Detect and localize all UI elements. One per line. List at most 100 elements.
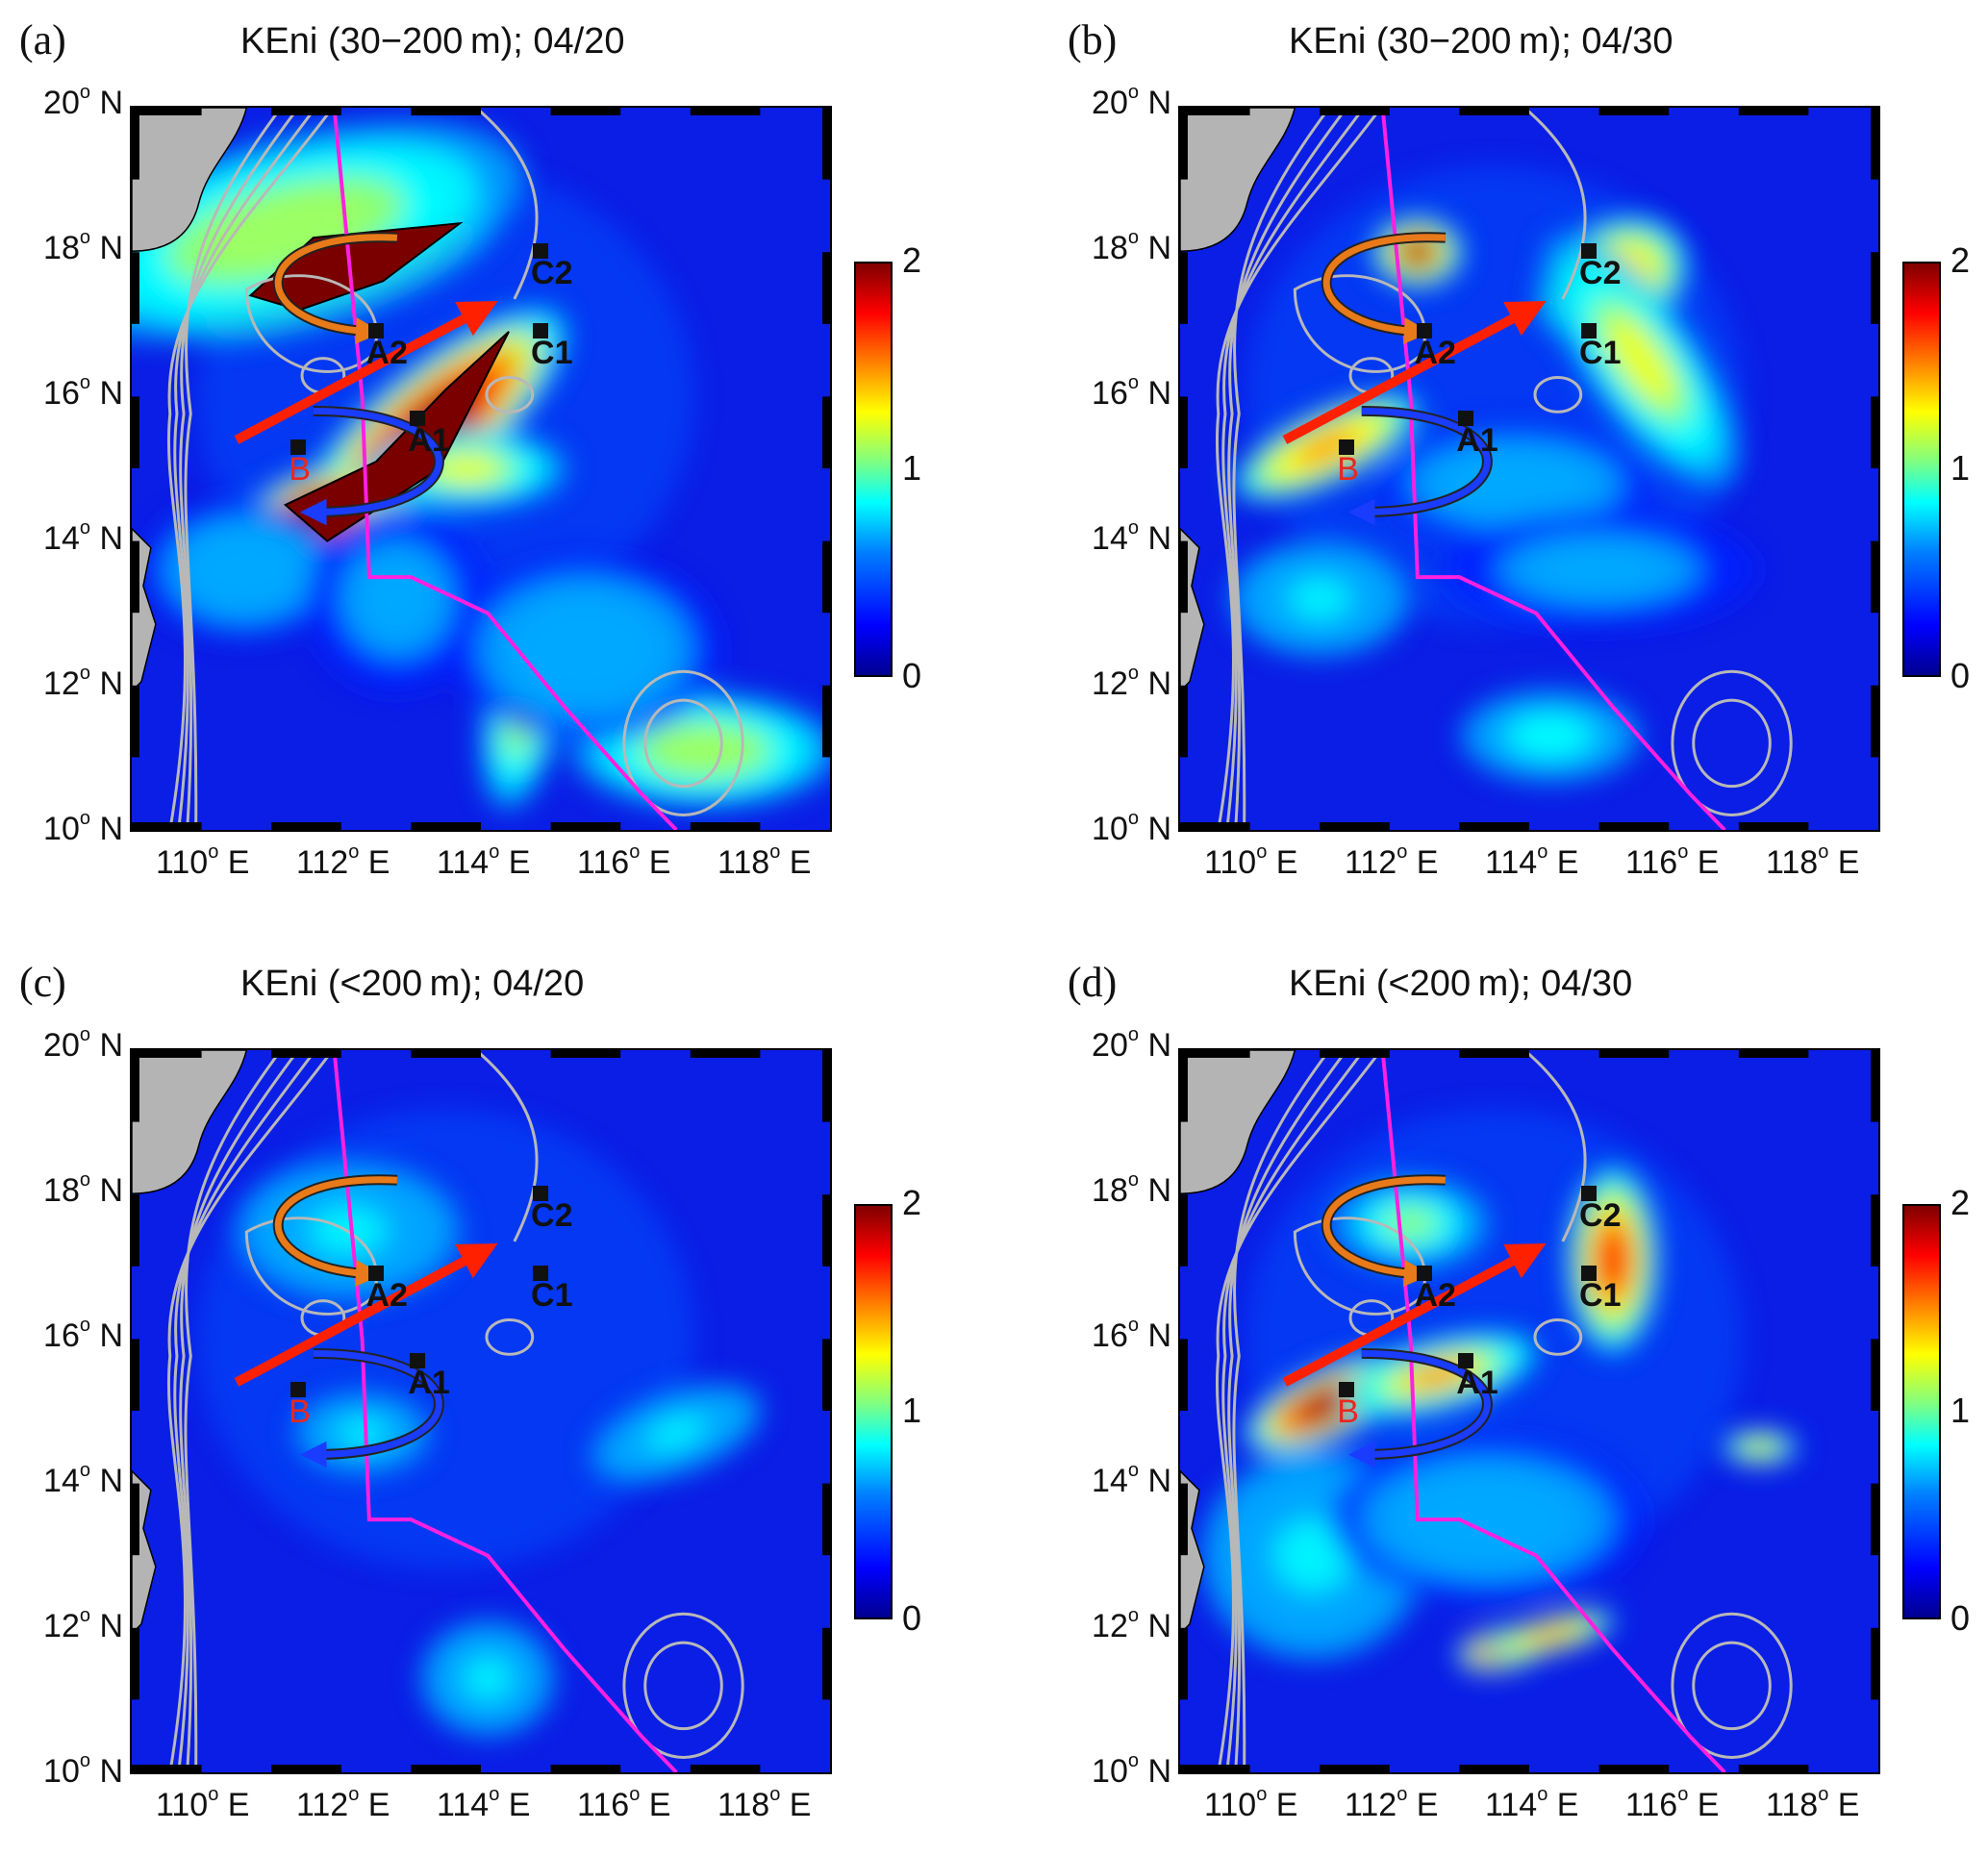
map-frame [132,1050,830,1772]
site-label-b: B [289,450,311,488]
lat-tick-label: 20o N [43,81,123,121]
lon-tick-label: 112o E [296,840,390,881]
site-marker-c2 [1581,243,1598,259]
site-marker-c1 [1581,323,1598,339]
cyclone-arrow [1347,1349,1491,1468]
site-marker-b [290,1381,307,1397]
propagation-arrow [234,1242,498,1387]
lat-tick-label: 16o N [43,371,123,412]
propagation-arrow [1282,1242,1547,1387]
anticyclone-arrow [1322,234,1447,344]
lat-tick-label: 12o N [1092,1604,1171,1644]
site-label-c1: C1 [531,335,573,372]
site-marker-b [1339,439,1355,455]
site-marker-c2 [533,243,549,259]
map-area [130,106,832,832]
land-hainan [132,108,248,252]
typhoon-track [332,108,678,830]
site-marker-c2 [1581,1186,1598,1201]
lon-tick-label: 110o E [1204,840,1298,881]
site-label-a2: A2 [1414,335,1456,372]
site-marker-b [1339,1381,1355,1397]
energy-blobs [1230,217,1756,783]
site-label-b: B [1337,450,1359,488]
site-label-b: B [289,1392,311,1430]
lat-tick-label: 10o N [1092,1749,1171,1790]
site-marker-c2 [533,1186,549,1201]
lat-tick-label: 14o N [1092,1459,1171,1499]
bathymetry-contours [166,108,744,830]
site-marker-a1 [1458,410,1474,426]
lat-tick-label: 18o N [43,226,123,266]
colorbar [854,262,893,677]
colorbar-tick-min: 0 [1950,656,1971,695]
panel-title: KEni (<200 m); 04/20 [240,964,585,1004]
panel-title: KEni (<200 m); 04/30 [1289,964,1633,1004]
site-marker-a1 [410,410,426,426]
colorbar-tick-max: 2 [902,1183,922,1222]
colorbar [1902,262,1941,677]
site-label-c1: C1 [531,1277,573,1315]
lon-tick-label: 110o E [156,1783,250,1823]
cyclone-arrow [299,1349,442,1468]
lat-tick-label: 12o N [43,662,123,702]
site-marker-c1 [1581,1266,1598,1282]
typhoon-track [1380,108,1726,830]
lon-tick-label: 114o E [1485,840,1579,881]
land-hainan [1180,1050,1296,1194]
site-marker-a2 [1416,323,1432,339]
lon-tick-label: 116o E [1625,840,1720,881]
panel-label: (c) [19,959,66,1006]
lon-tick-label: 110o E [1204,1783,1298,1823]
panel-b: (b) KEni (30−200 m); 04/30 C2 C1 A2 A1 B 20o … [1058,10,1988,914]
panel-a: (a) KEni (30−200 m); 04/20 C2 C1 A2 A1 B 20o … [10,10,971,914]
site-marker-a1 [410,1352,426,1368]
panel-title: KEni (30−200 m); 04/20 [240,21,625,62]
lon-tick-label: 112o E [1345,840,1439,881]
site-label-a1: A1 [408,1364,450,1401]
lon-tick-label: 118o E [1766,1783,1860,1823]
site-label-a2: A2 [1414,1277,1456,1315]
cyclone-arrow [1347,407,1491,526]
site-label-b: B [1337,1392,1359,1430]
anticyclone-arrow [1322,1176,1447,1287]
site-label-c2: C2 [1579,1197,1622,1234]
lon-tick-label: 112o E [1345,1783,1439,1823]
lon-tick-label: 114o E [437,1783,531,1823]
bathymetry-contours [166,1050,744,1772]
map-frame [1180,1050,1878,1772]
lat-tick-label: 20o N [1092,1023,1171,1064]
site-label-a1: A1 [1456,1364,1498,1401]
colorbar [1902,1204,1941,1619]
colorbar-tick-max: 2 [1950,1183,1971,1222]
site-marker-a2 [367,1266,384,1282]
site-label-c1: C1 [1579,1277,1622,1315]
lat-tick-label: 12o N [43,1604,123,1644]
map-frame [132,108,830,830]
typhoon-track [332,1050,678,1772]
map-frame [1180,108,1878,830]
land-hainan [1180,108,1296,252]
site-label-a2: A2 [365,335,408,372]
lat-tick-label: 14o N [43,1459,123,1499]
site-label-c2: C2 [531,255,573,291]
panel-c: (c) KEni (<200 m); 04/20 C2 C1 A2 A1 B 20o N 1… [10,952,971,1856]
site-label-a1: A1 [1456,421,1498,459]
site-marker-a1 [1458,1352,1474,1368]
lat-tick-label: 20o N [1092,81,1171,121]
panel-label: (b) [1068,16,1118,63]
lat-tick-label: 18o N [1092,226,1171,266]
lat-tick-label: 18o N [1092,1168,1171,1209]
lon-tick-label: 118o E [717,840,812,881]
kinetic-energy-field [1180,1050,1878,1772]
lon-tick-label: 110o E [156,840,250,881]
kinetic-energy-field [1180,108,1878,830]
lat-tick-label: 10o N [43,1749,123,1790]
lon-tick-label: 112o E [296,1783,390,1823]
anticyclone-arrow [274,1176,398,1287]
lon-tick-label: 114o E [1485,1783,1579,1823]
lon-tick-label: 116o E [1625,1783,1720,1823]
propagation-arrow [1282,300,1547,444]
map-area [1178,1048,1880,1774]
map-area [1178,106,1880,832]
